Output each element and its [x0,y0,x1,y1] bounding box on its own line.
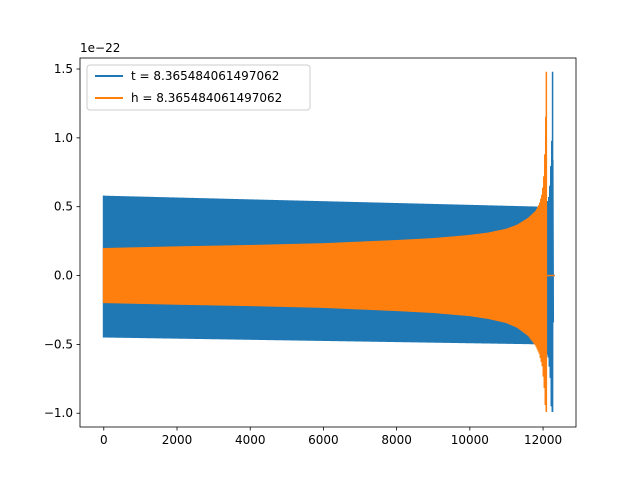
series-layer [102,71,555,412]
y-tick-label: −1.0 [44,406,73,420]
x-tick-label: 4000 [235,433,266,447]
x-tick-label: 0 [100,433,108,447]
y-tick-label: −0.5 [44,337,73,351]
y-offset-text: 1e−22 [80,41,120,55]
legend: t = 8.365484061497062 h = 8.365484061497… [86,64,311,111]
axes-layer: 0 2000 4000 6000 8000 10000 12000 −1.0 −0.5 0.0 0.… [44,62,562,447]
y-tick-label: 1.5 [54,62,73,76]
series-line [103,116,548,412]
x-tick-label: 10000 [451,433,489,447]
legend-label-h: h = 8.365484061497062 [131,91,282,105]
x-tick-label: 8000 [381,433,412,447]
y-tick-label: 0.5 [54,200,73,214]
y-tick-label: 1.0 [54,131,73,145]
plot-frame [79,57,577,428]
series-h [102,71,555,412]
x-tick-label: 2000 [162,433,193,447]
x-tick-label: 6000 [308,433,339,447]
legend-label-t: t = 8.365484061497062 [131,69,279,83]
y-tick-label: 0.0 [54,269,73,283]
legend-box [86,64,311,111]
x-tick-label: 12000 [524,433,562,447]
